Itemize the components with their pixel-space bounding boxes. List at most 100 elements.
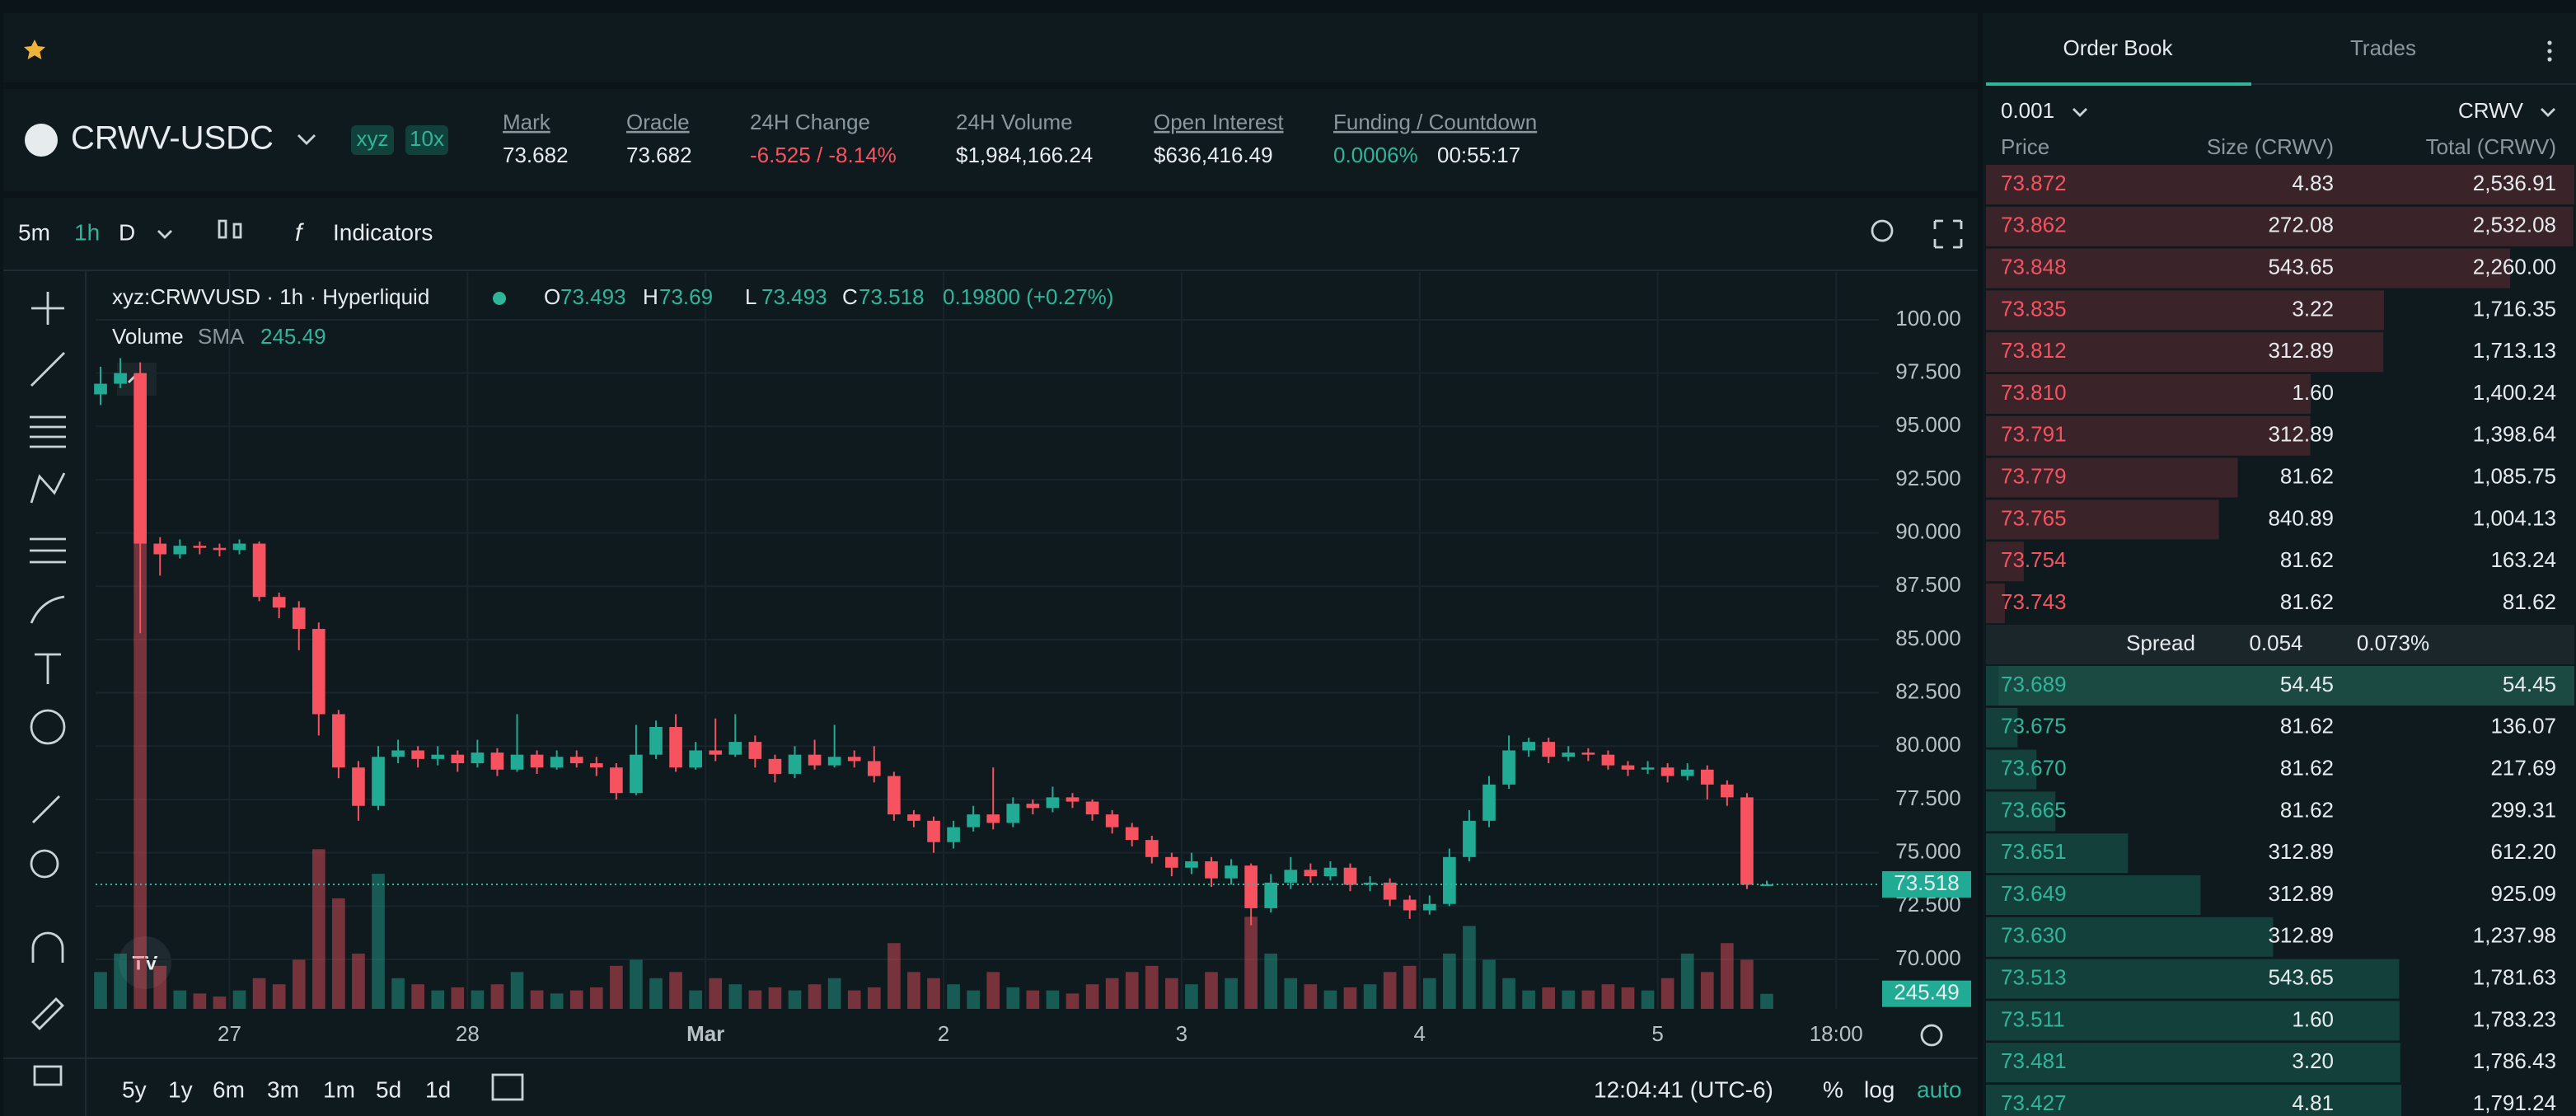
volume-bar [907,972,920,1009]
volume-bar [867,987,881,1009]
total: 217.69 [2490,755,2556,780]
interval-button[interactable]: 5m [18,219,50,245]
volume-bar [1680,953,1694,1009]
legend-key: O [544,284,560,309]
clock: 12:04:41 (UTC-6) [1594,1076,1773,1102]
candle-body [153,543,167,555]
fib-tool[interactable] [30,415,66,448]
column-header: Size (CRWV) [2207,134,2334,159]
trendline-tool[interactable] [30,352,65,387]
magnet-tool[interactable] [31,931,64,963]
stat-value: $1,984,166.24 [956,143,1093,167]
size: 1.60 [2292,380,2334,405]
spread-percent: 0.073% [2357,631,2429,655]
candle-body [114,373,127,384]
interval-button[interactable]: D [119,219,135,245]
settings-icon[interactable] [1920,1024,1943,1047]
x-tick-label: Mar [686,1021,724,1046]
tradingview-logo-text: TV [133,952,158,974]
legend-symbol: xyz:CRWVUSD · 1h · Hyperliquid [112,284,429,309]
indicators-button[interactable]: Indicators [333,219,433,245]
star-icon[interactable] [23,40,45,59]
tradingview-logo[interactable] [119,936,171,989]
candle-body [689,750,702,768]
menu-dot[interactable] [2547,40,2552,45]
range-button[interactable]: 1y [168,1076,193,1102]
y-tick-label: 87.500 [1895,572,1961,597]
projection-tool[interactable] [30,537,66,564]
candle-icon[interactable] [232,223,242,239]
candle-body [709,750,723,755]
chart-panel [3,198,1978,1116]
date-range-icon[interactable] [491,1073,524,1101]
candle-body [1542,742,1556,757]
stat-label: Oracle [626,110,690,134]
total: 2,536.91 [2473,171,2556,195]
tab[interactable]: Trades [2350,35,2416,60]
total: 1,781.63 [2473,964,2556,989]
volume-bar [1284,978,1298,1009]
size: 81.62 [2280,589,2334,614]
volume-bar [1422,978,1436,1009]
legend-value: 73.493 [761,284,827,309]
draw-mode-tool[interactable] [31,997,64,1030]
symbol-dropdown[interactable] [297,134,316,145]
interval-dropdown[interactable] [157,230,172,239]
volume-bar [1026,990,1040,1009]
range-button[interactable]: 5y [122,1076,147,1102]
candle-icon[interactable] [218,219,227,239]
menu-dot[interactable] [2547,49,2552,54]
lock-tool[interactable] [33,1065,63,1086]
tag-badge [351,125,394,155]
candle-body [133,373,147,544]
candle-body [1006,804,1020,823]
interval-button[interactable]: 1h [74,219,100,245]
candle-body [411,750,424,759]
range-button[interactable]: 1d [425,1076,451,1102]
volume-bar [1443,953,1456,1009]
volume-bar [1482,959,1496,1009]
tick-dropdown[interactable] [2073,108,2087,117]
fullscreen-icon[interactable] [1933,219,1963,249]
unit-dropdown[interactable] [2541,108,2555,117]
text-tool[interactable] [35,653,61,684]
range-button[interactable]: 1m [323,1076,355,1102]
depth-bar [1986,374,2311,414]
candle-body [232,543,246,551]
price: 73.791 [2001,422,2067,447]
scale-option[interactable]: log [1864,1076,1895,1102]
tag: 10x [410,126,444,151]
scale-option[interactable]: % [1823,1076,1843,1102]
price: 73.513 [2001,964,2067,989]
price: 73.779 [2001,463,2067,488]
price: 73.812 [2001,338,2067,363]
range-button[interactable]: 5d [376,1076,401,1102]
range-button[interactable]: 6m [213,1076,245,1102]
total: 2,532.08 [2473,213,2556,237]
depth-bar [1986,1001,2400,1041]
pattern-tool[interactable] [30,472,66,504]
unit-select[interactable]: CRWV [2458,98,2524,123]
candle-body [391,750,405,757]
candle-body [1244,865,1258,908]
scale-option[interactable]: auto [1917,1076,1962,1102]
zoom-tool[interactable] [30,849,59,879]
legend-key: C [842,284,858,309]
volume-bar [411,984,424,1009]
range-button[interactable]: 3m [267,1076,299,1102]
zoom-icon[interactable] [1871,219,1894,242]
menu-dot[interactable] [2547,57,2552,62]
column-header: Price [2001,134,2049,159]
candle-body [272,597,286,608]
tick-size[interactable]: 0.001 [2001,98,2054,123]
brush-tool[interactable] [30,595,65,624]
ruler-tool[interactable] [32,795,60,823]
emoji-tool[interactable] [30,709,66,745]
tab[interactable]: Order Book [2063,35,2174,60]
candle-body [1066,797,1080,802]
y-tick-label: 75.000 [1895,839,1961,864]
depth-bar [1986,584,2005,623]
crosshair-tool[interactable] [31,292,64,325]
symbol[interactable]: CRWV-USDC [71,120,274,157]
